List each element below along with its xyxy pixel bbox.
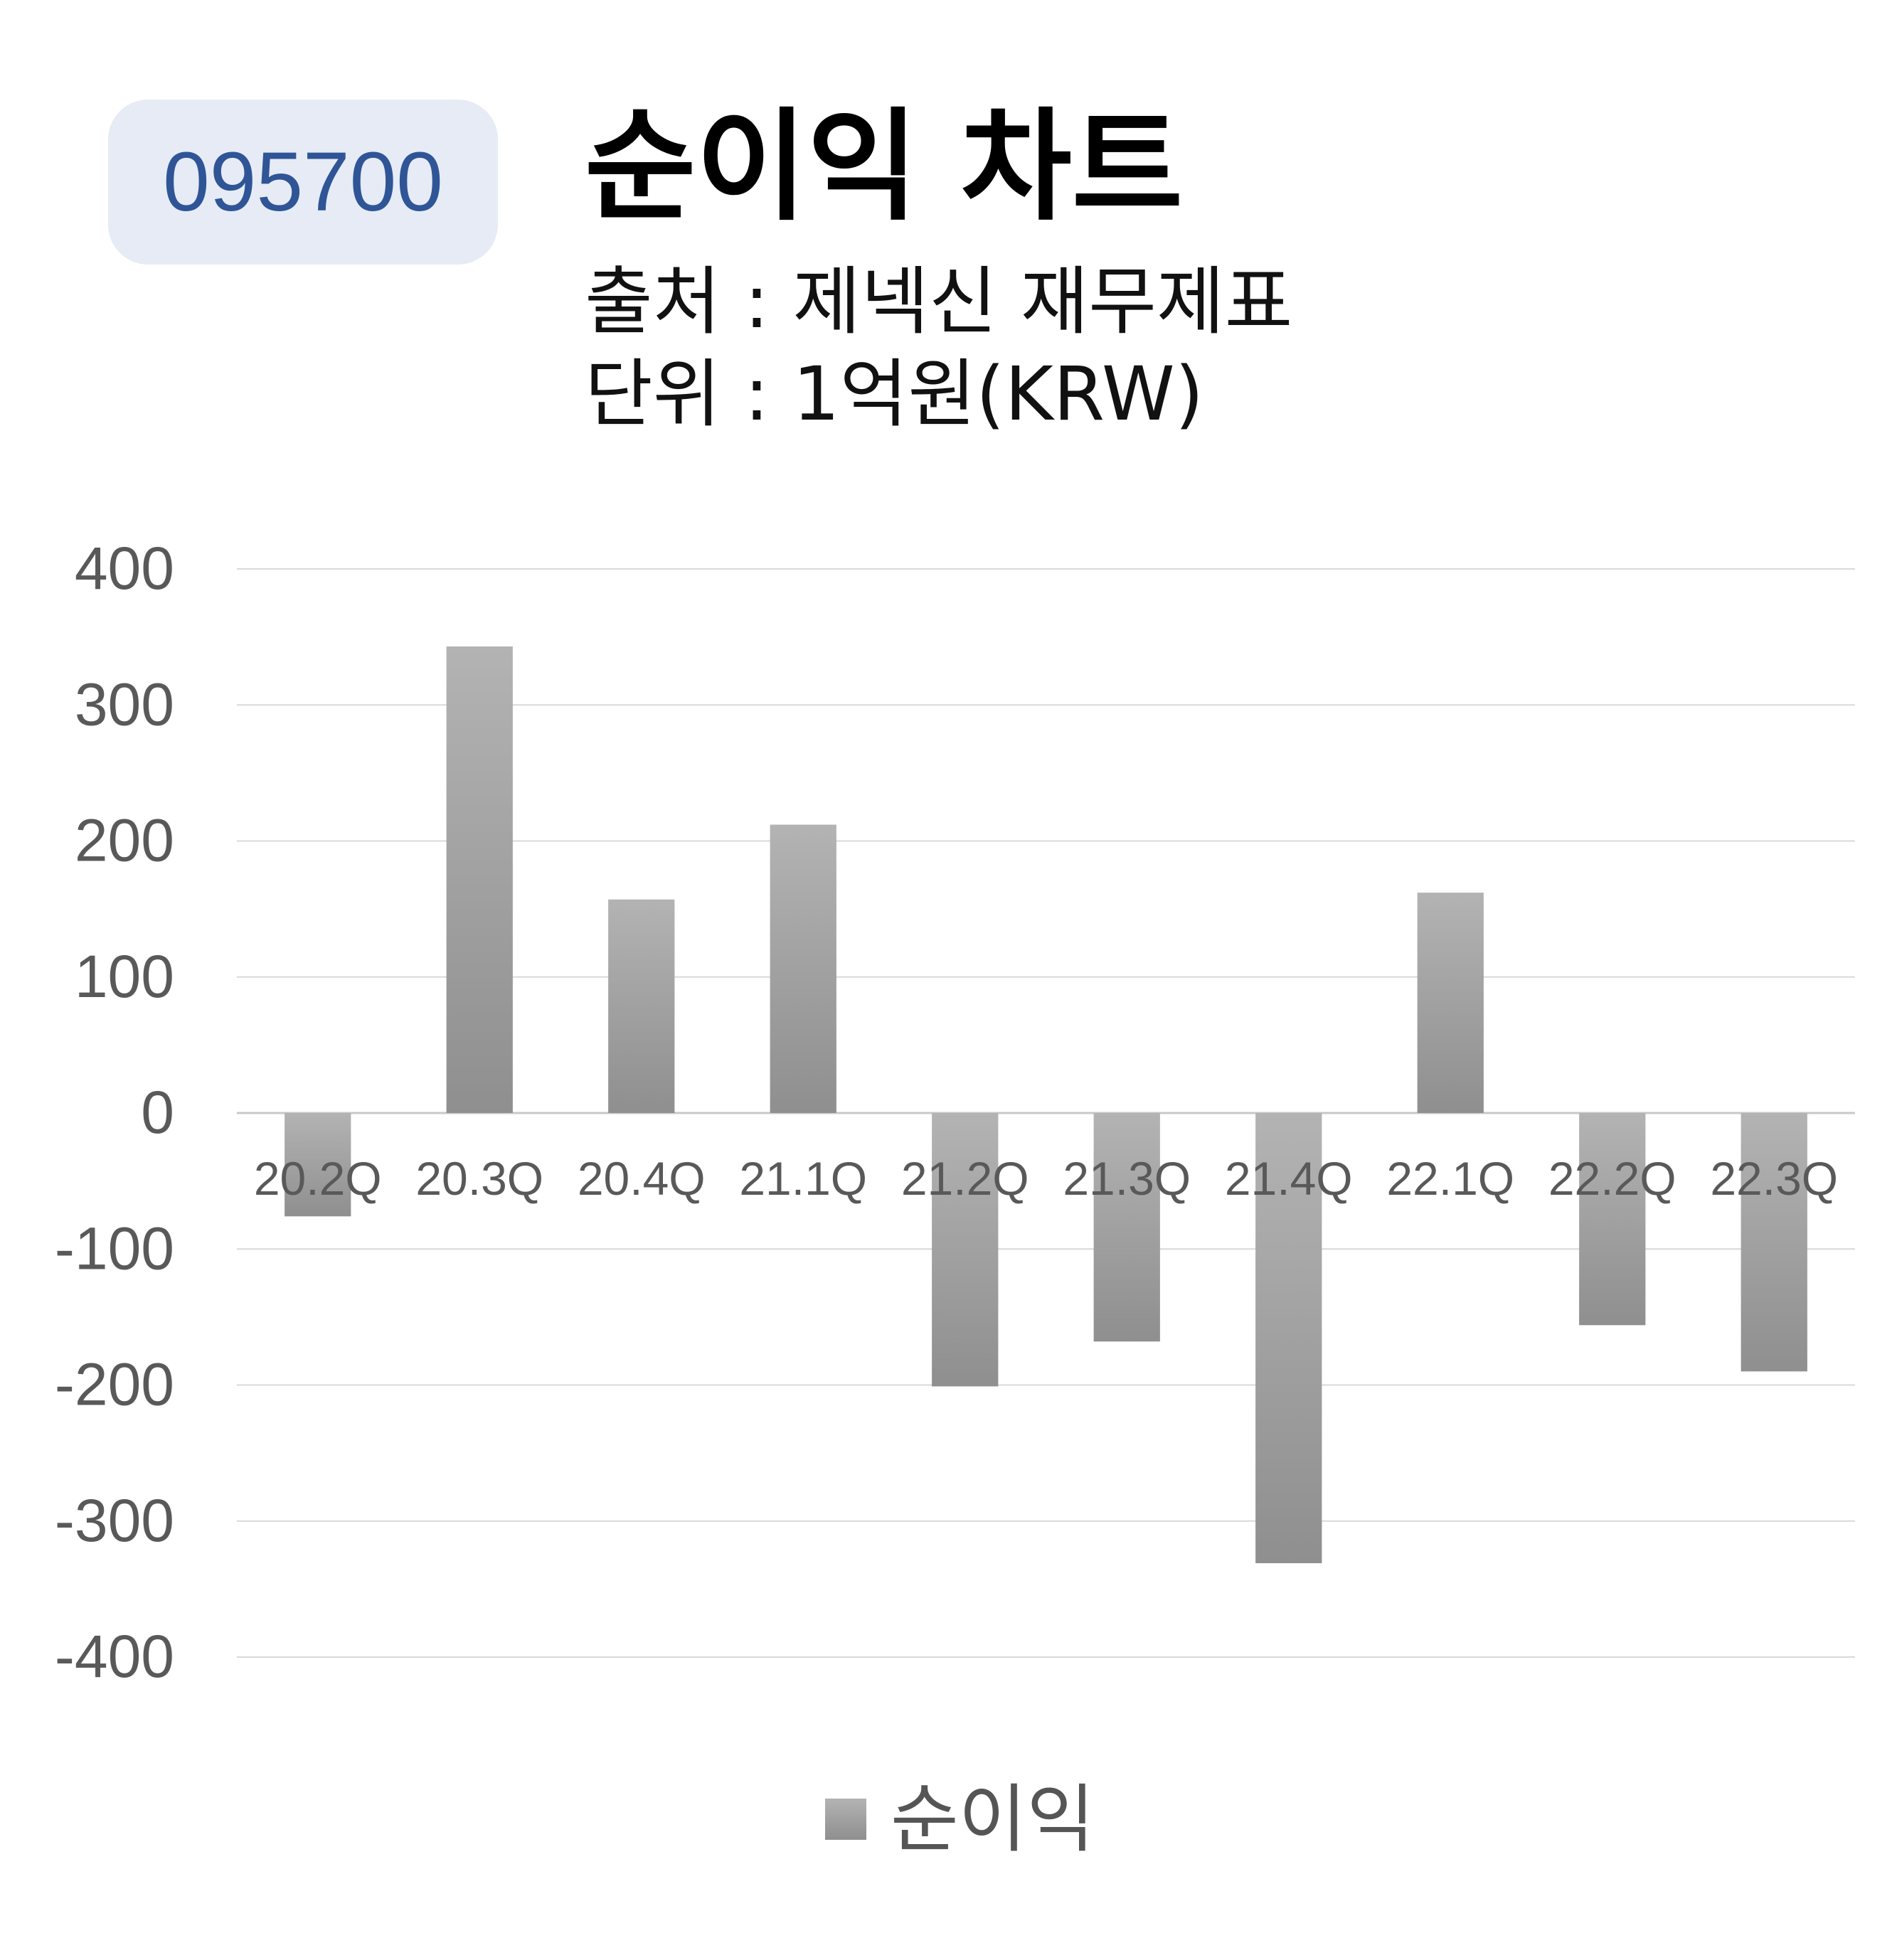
bar-22.1Q [1417,893,1484,1113]
y-tick-label: -100 [55,1215,174,1282]
x-tick-label: 21.2Q [901,1152,1029,1205]
y-tick-label: 0 [141,1079,174,1146]
ticker-badge: 095700 [108,100,498,265]
x-axis-ticks: 20.2Q 20.3Q 20.4Q 21.1Q 21.2Q 21.3Q 21.4Q 22.1Q… [254,1152,1838,1205]
bar-22.2Q [1579,1113,1646,1326]
y-tick-label: 100 [75,943,174,1010]
x-tick-label: 21.4Q [1225,1152,1353,1205]
x-tick-label: 21.1Q [739,1152,867,1205]
bar-21.2Q [932,1113,999,1387]
y-tick-label: -400 [55,1623,174,1690]
legend: 순이익 [825,1782,1095,1856]
x-tick-label: 20.3Q [415,1152,543,1205]
bar-20.4Q [608,899,675,1113]
x-tick-label: 21.3Q [1063,1152,1191,1205]
y-tick-label: 400 [75,535,174,602]
bar-21.1Q [770,824,836,1113]
ticker-code: 095700 [163,135,443,229]
x-tick-label: 22.2Q [1548,1152,1677,1205]
bars [285,646,1807,1564]
bar-21.3Q [1093,1113,1160,1342]
bar-20.2Q [285,1113,351,1217]
x-tick-label: 22.3Q [1710,1152,1838,1205]
bar-21.4Q [1255,1113,1322,1564]
y-tick-label: -200 [55,1351,174,1418]
unit-note: 단위 : 1억원(KRW) [585,351,1204,437]
x-tick-label: 20.2Q [254,1152,382,1205]
x-tick-label: 22.1Q [1386,1152,1514,1205]
bar-22.3Q [1741,1113,1807,1372]
legend-swatch [825,1799,866,1840]
y-tick-label: 300 [75,671,174,737]
legend-label: 순이익 [891,1776,1095,1863]
x-tick-label: 20.4Q [578,1152,706,1205]
y-tick-label: -300 [55,1487,174,1554]
source-note: 출처 : 제넥신 재무제표 [585,258,1293,345]
chart-title: 순이익 차트 [585,97,1184,238]
y-tick-label: 200 [75,807,174,874]
y-axis-ticks: 400 300 200 100 0 -100 -200 -300 -400 [55,535,174,1690]
bar-20.3Q [446,646,513,1113]
